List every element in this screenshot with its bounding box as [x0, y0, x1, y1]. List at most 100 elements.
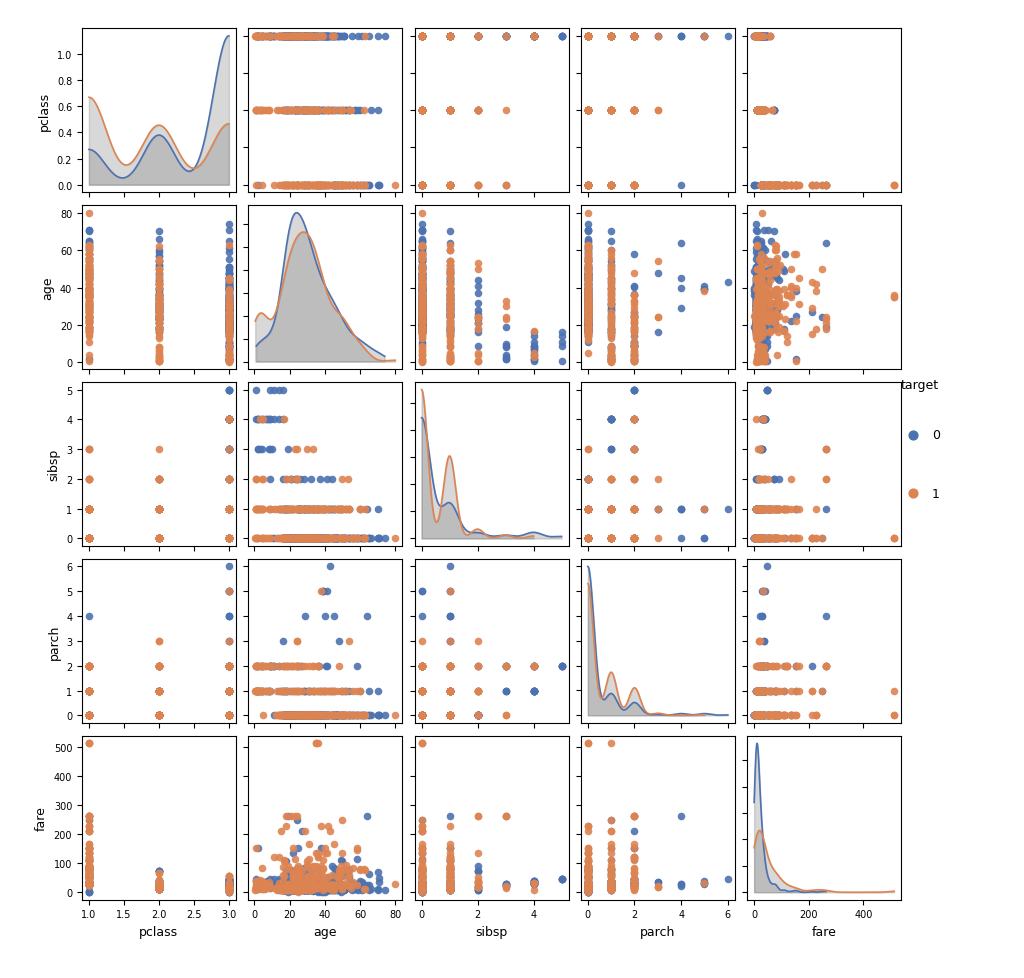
Point: [299, 531, 315, 547]
Point: [580, 262, 596, 278]
Point: [749, 531, 765, 547]
Point: [580, 531, 596, 547]
Point: [81, 502, 97, 517]
Point: [580, 29, 596, 45]
Point: [252, 877, 268, 893]
Point: [414, 320, 430, 335]
Point: [759, 29, 775, 45]
Point: [603, 878, 620, 894]
Point: [603, 326, 620, 341]
Point: [441, 683, 458, 698]
X-axis label: age: age: [313, 925, 337, 938]
Point: [414, 178, 430, 194]
Point: [580, 877, 596, 893]
Point: [627, 305, 643, 321]
Point: [151, 708, 167, 724]
Point: [306, 708, 323, 724]
Point: [151, 294, 167, 310]
Point: [761, 708, 777, 724]
Point: [580, 273, 596, 289]
Point: [151, 297, 167, 313]
Point: [580, 531, 596, 547]
Point: [752, 531, 768, 547]
Point: [341, 178, 357, 194]
Point: [755, 178, 771, 194]
Point: [749, 531, 765, 547]
Point: [414, 299, 430, 315]
Point: [278, 178, 294, 194]
Point: [580, 306, 596, 322]
Point: [299, 708, 315, 724]
Point: [441, 873, 458, 889]
Point: [81, 708, 97, 724]
Point: [580, 297, 596, 313]
Point: [294, 502, 310, 517]
Point: [580, 531, 596, 547]
Point: [287, 708, 303, 724]
Point: [221, 881, 238, 897]
Point: [414, 875, 430, 891]
Point: [289, 880, 305, 896]
Point: [327, 708, 343, 724]
Point: [580, 329, 596, 344]
Point: [750, 303, 766, 319]
Point: [752, 291, 768, 307]
Point: [221, 471, 238, 487]
Point: [441, 291, 458, 307]
Point: [221, 297, 238, 313]
Point: [221, 708, 238, 724]
Point: [414, 260, 430, 276]
Point: [753, 502, 769, 517]
Point: [221, 531, 238, 547]
Point: [221, 870, 238, 886]
Point: [760, 178, 776, 194]
Point: [580, 104, 596, 119]
Point: [81, 840, 97, 856]
Point: [441, 104, 458, 119]
Point: [276, 29, 293, 45]
Point: [151, 881, 167, 897]
Point: [331, 708, 347, 724]
Point: [414, 29, 430, 45]
Point: [580, 308, 596, 324]
Point: [749, 531, 765, 547]
Point: [580, 531, 596, 547]
Point: [749, 708, 765, 724]
Point: [221, 880, 238, 896]
Point: [414, 29, 430, 45]
Point: [756, 708, 772, 724]
Point: [151, 708, 167, 724]
Point: [580, 29, 596, 45]
Point: [221, 502, 238, 517]
Point: [580, 299, 596, 315]
Point: [580, 531, 596, 547]
Point: [264, 442, 281, 458]
Point: [414, 708, 430, 724]
Point: [151, 708, 167, 724]
Point: [755, 242, 771, 257]
Point: [151, 353, 167, 369]
Point: [580, 502, 596, 517]
Point: [289, 708, 305, 724]
Point: [414, 880, 430, 896]
Point: [498, 658, 514, 674]
Point: [294, 823, 310, 839]
Point: [750, 708, 766, 724]
Point: [441, 877, 458, 893]
Point: [441, 178, 458, 194]
Point: [414, 882, 430, 898]
Point: [749, 683, 765, 698]
Point: [525, 29, 542, 45]
Point: [525, 29, 542, 45]
Point: [414, 29, 430, 45]
Point: [414, 882, 430, 898]
Point: [221, 306, 238, 322]
Point: [221, 531, 238, 547]
Point: [221, 338, 238, 354]
Point: [221, 531, 238, 547]
Point: [749, 316, 765, 332]
Point: [81, 329, 97, 344]
Point: [751, 288, 767, 303]
Point: [754, 683, 770, 698]
Point: [81, 236, 97, 251]
